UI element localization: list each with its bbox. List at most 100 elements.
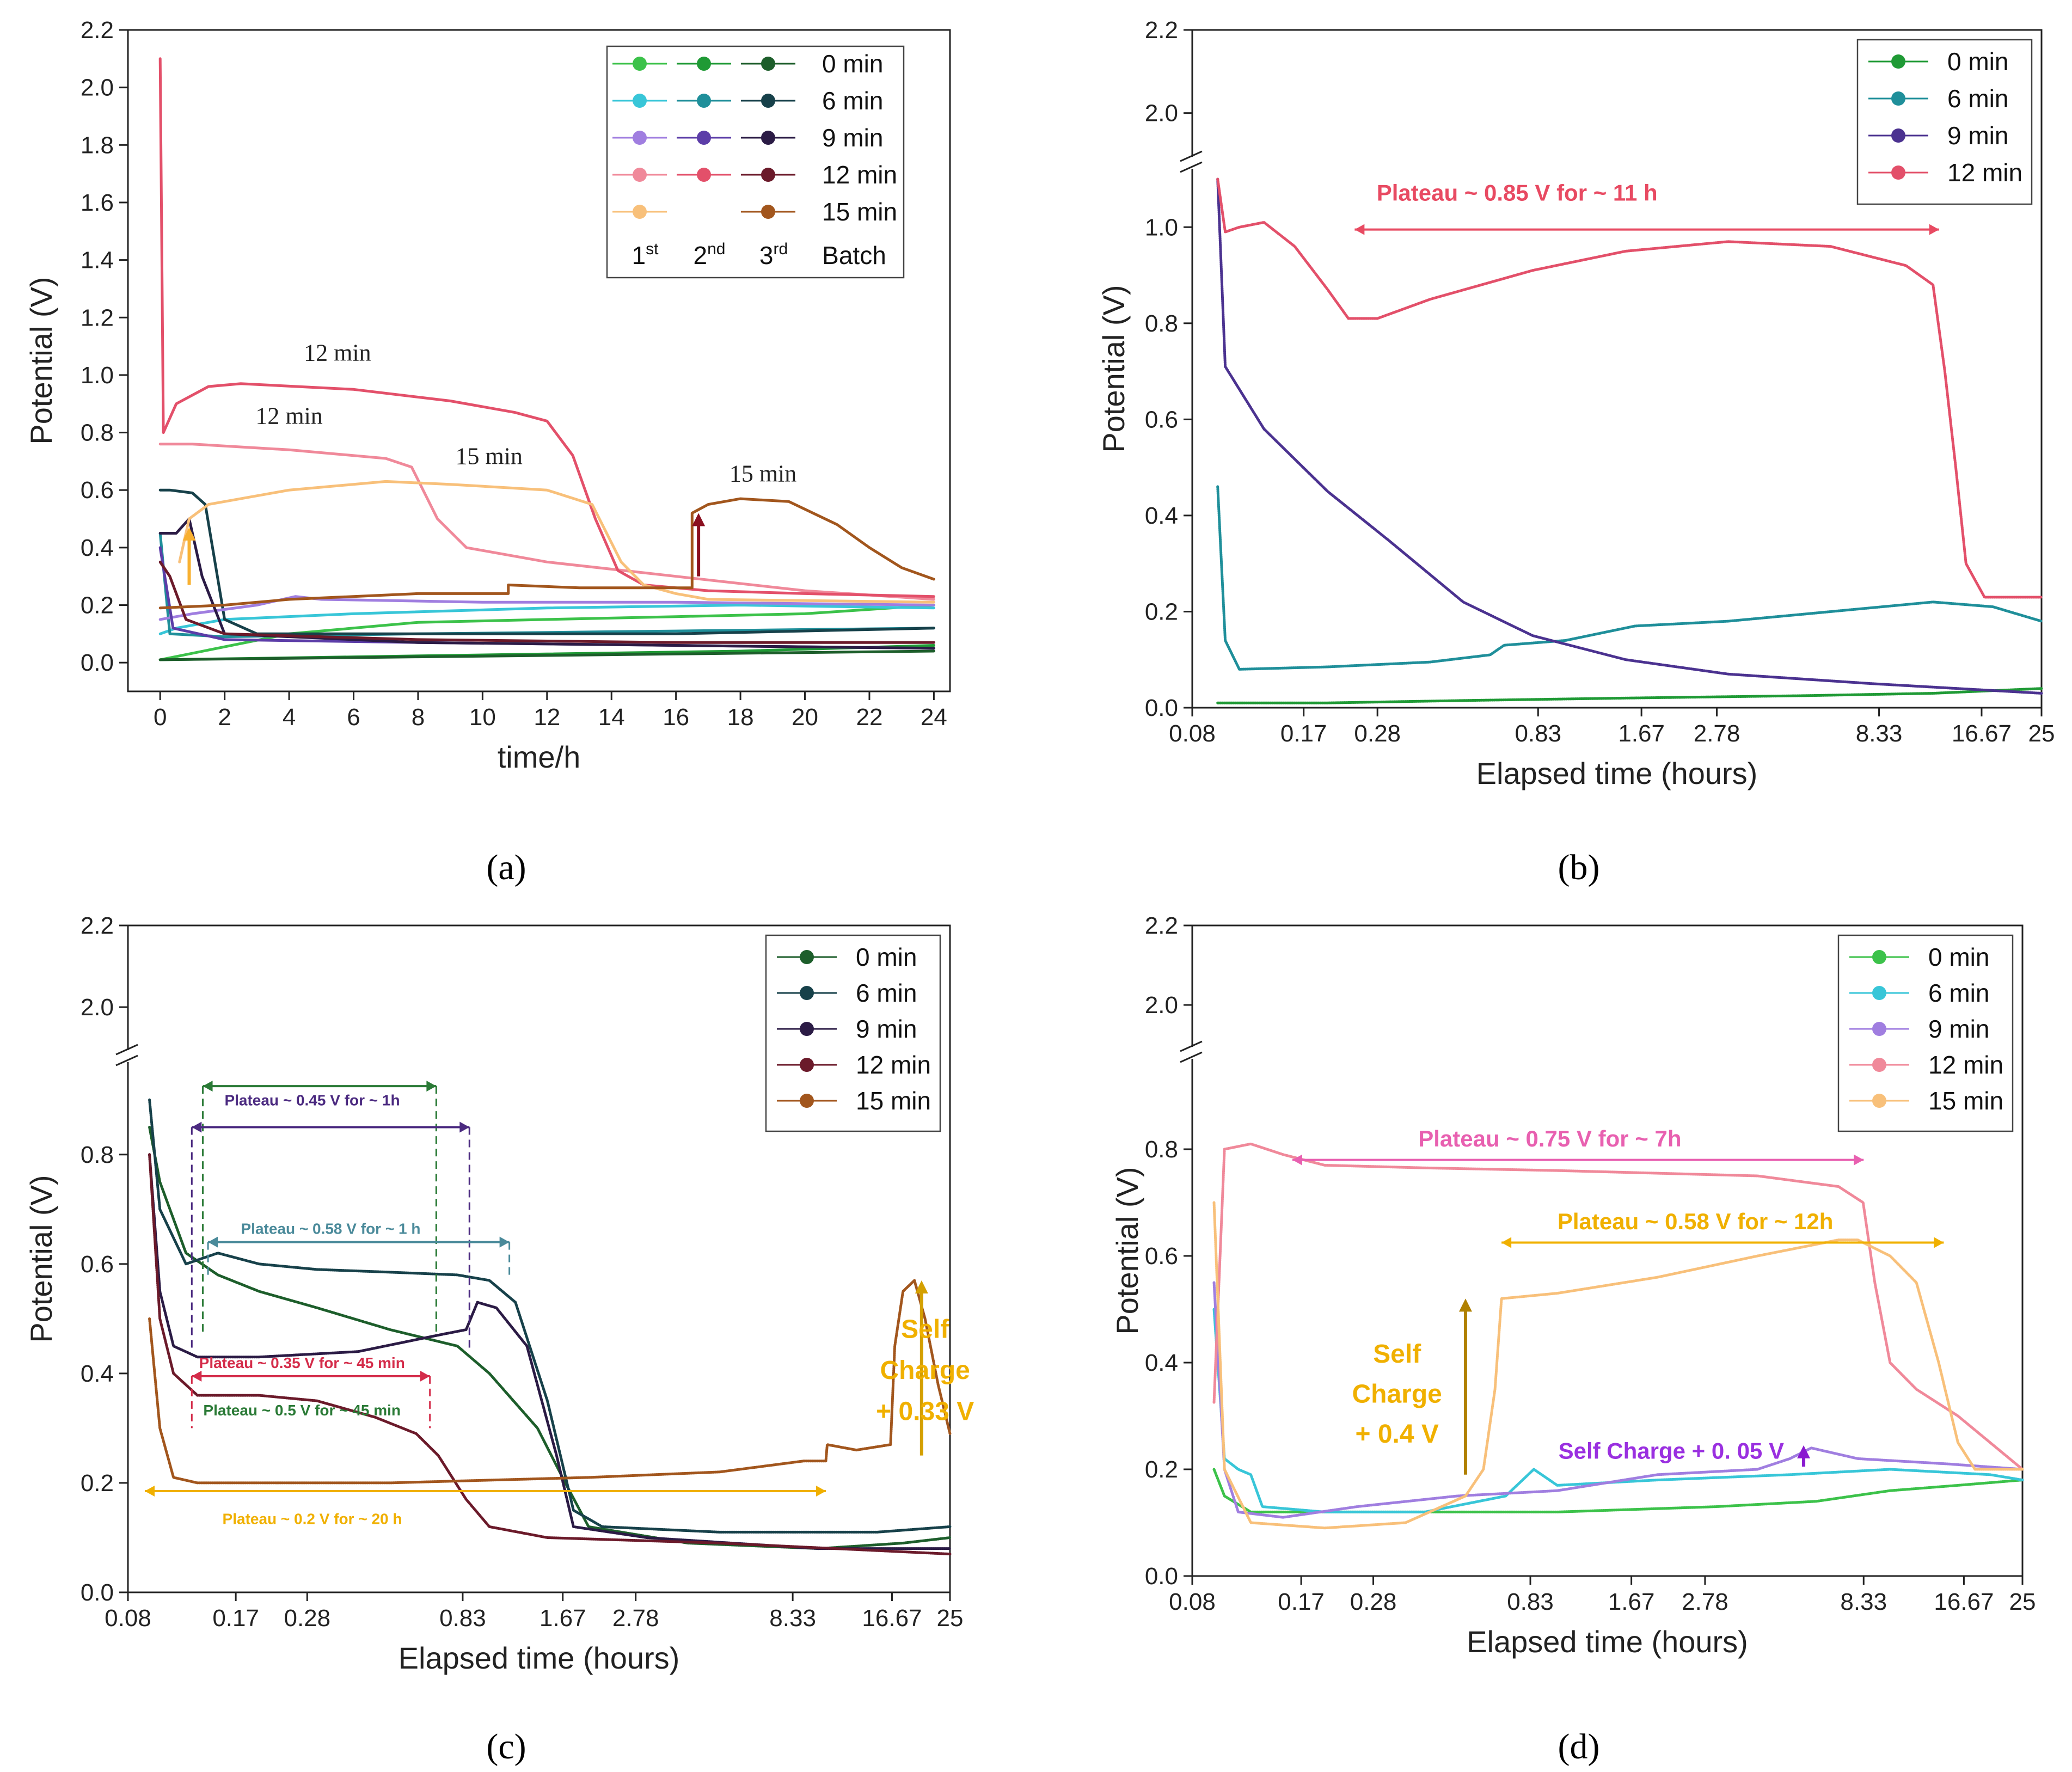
x-tick-label: 24	[921, 704, 947, 731]
plateau-arrowhead	[203, 1081, 213, 1092]
legend-marker	[1872, 1022, 1886, 1036]
series-line	[148, 1098, 952, 1534]
y-tick-label: 1.2	[81, 304, 114, 331]
series-line	[1212, 1201, 2024, 1530]
y-tick-label: 0.6	[1145, 406, 1178, 433]
y-axis-title: Potential (V)	[1096, 285, 1131, 452]
legend-label: 9 min	[1928, 1015, 1989, 1043]
y-tick-label: 0.2	[1145, 598, 1178, 625]
series-line	[148, 1153, 952, 1550]
legend-label: 0 min	[1947, 47, 2008, 76]
x-tick-label: 0.28	[1350, 1589, 1397, 1615]
legend-label: 0 min	[1928, 943, 1989, 971]
legend-label: 12 min	[822, 161, 897, 189]
legend-marker	[633, 205, 647, 219]
annotation: Charge	[1352, 1380, 1442, 1409]
plateau-arrowhead	[192, 1370, 202, 1382]
x-tick-label: 2.78	[1682, 1589, 1728, 1615]
axis-break-gap	[117, 1050, 139, 1062]
annotation: 15 min	[730, 460, 796, 487]
x-tick-label: 0.83	[1515, 720, 1561, 747]
series-line	[148, 1153, 952, 1556]
annotation: + 0.33 V	[876, 1397, 974, 1426]
annotation: Plateau ~ 0.58 V for ~ 12h	[1558, 1209, 1834, 1234]
y-axis-title: Potential (V)	[24, 277, 58, 444]
legend-marker	[800, 950, 814, 964]
axis-break-mark	[115, 1054, 138, 1066]
plateau-arrowhead	[426, 1081, 437, 1092]
y-tick-label: 0.6	[1145, 1243, 1178, 1270]
annotation: Plateau ~ 0.5 V for ~ 45 min	[203, 1402, 401, 1419]
plot-frame	[127, 29, 951, 692]
x-tick-label: 8.33	[769, 1605, 816, 1632]
legend-marker	[761, 94, 775, 108]
plateau-arrowhead	[144, 1486, 155, 1497]
y-tick-label: 1.8	[81, 132, 114, 158]
self-charge-arrowhead	[1458, 1298, 1472, 1312]
y-tick-label: 0.4	[81, 535, 114, 561]
legend-label: 15 min	[856, 1087, 931, 1115]
series-line	[148, 1126, 952, 1550]
annotation: Plateau ~ 0.35 V for ~ 45 min	[199, 1354, 405, 1371]
plateau-arrowhead	[1934, 1237, 1944, 1248]
y-tick-label: 0.2	[81, 592, 114, 619]
series-line	[158, 488, 935, 635]
x-tick-label: 0.08	[1169, 1589, 1216, 1615]
y-tick-label: 0.0	[1145, 1563, 1178, 1590]
x-tick-label: 1.67	[540, 1605, 586, 1632]
plateau-arrowhead	[1929, 224, 1939, 235]
series-line	[1216, 485, 2043, 671]
legend-marker	[633, 131, 647, 145]
plot-frame	[1191, 29, 2043, 709]
x-tick-label: 0.28	[284, 1605, 330, 1632]
x-tick-label: 8.33	[1856, 720, 1903, 747]
legend-label: 15 min	[822, 198, 897, 226]
annotation: Plateau ~ 0.75 V for ~ 7h	[1418, 1126, 1681, 1151]
x-tick-label: 25	[2009, 1589, 2036, 1615]
plateau-arrowhead	[192, 1121, 202, 1133]
y-tick-label: 0.6	[81, 477, 114, 504]
x-tick-label: 8.33	[1840, 1589, 1887, 1615]
legend-box	[1837, 934, 2014, 1132]
y-tick-label: 0.4	[1145, 502, 1178, 529]
legend-marker	[1891, 165, 1905, 180]
y-axis-title: Potential (V)	[1110, 1167, 1144, 1334]
legend-marker	[761, 168, 775, 182]
annotation: Charge	[880, 1356, 970, 1385]
panel-c: 0.08 0.17 0.28 0.83 1.67 2.78 8.33 16.67 25 0.0 0.…	[24, 912, 974, 1767]
y-tick-label: 0.0	[1145, 695, 1178, 721]
y-tick-label: 1.6	[81, 189, 114, 216]
plateau-arrowhead	[459, 1121, 470, 1133]
legend-marker	[800, 986, 814, 1000]
y-tick-label: 0.8	[1145, 1136, 1178, 1163]
series-line	[1212, 1308, 2024, 1513]
series-line	[148, 1279, 952, 1485]
legend-marker	[761, 131, 775, 145]
panel-label: (b)	[1558, 848, 1600, 887]
legend-box	[765, 934, 941, 1132]
legend-label: 9 min	[822, 124, 883, 152]
plateau-arrowhead	[1292, 1154, 1303, 1166]
axis-break-mark	[1180, 1051, 1203, 1063]
legend-marker	[800, 1058, 814, 1072]
legend-marker	[697, 57, 711, 71]
series-line	[158, 560, 935, 644]
series-line	[158, 497, 935, 610]
legend-marker	[1872, 950, 1886, 964]
annotation: Plateau ~ 0.58 V for ~ 1 h	[241, 1221, 421, 1237]
x-axis-title: Elapsed time (hours)	[399, 1641, 680, 1675]
legend-marker	[633, 57, 647, 71]
legend-label: 0 min	[856, 943, 917, 971]
legend-marker	[800, 1094, 814, 1108]
plateau-arrowhead	[1854, 1154, 1864, 1166]
x-tick-label: 0.08	[105, 1605, 151, 1632]
plateau-arrowhead	[1501, 1237, 1512, 1248]
annotation: 12 min	[255, 403, 322, 430]
y-tick-label: 2.2	[1145, 17, 1178, 44]
series-line	[1216, 177, 2043, 599]
y-tick-label: 1.4	[81, 247, 114, 274]
x-tick-label: 16	[663, 704, 689, 731]
annotation: Self	[901, 1315, 949, 1344]
panel-d: 0.08 0.17 0.28 0.83 1.67 2.78 8.33 16.67 25 0.0 0.…	[1110, 912, 2036, 1767]
